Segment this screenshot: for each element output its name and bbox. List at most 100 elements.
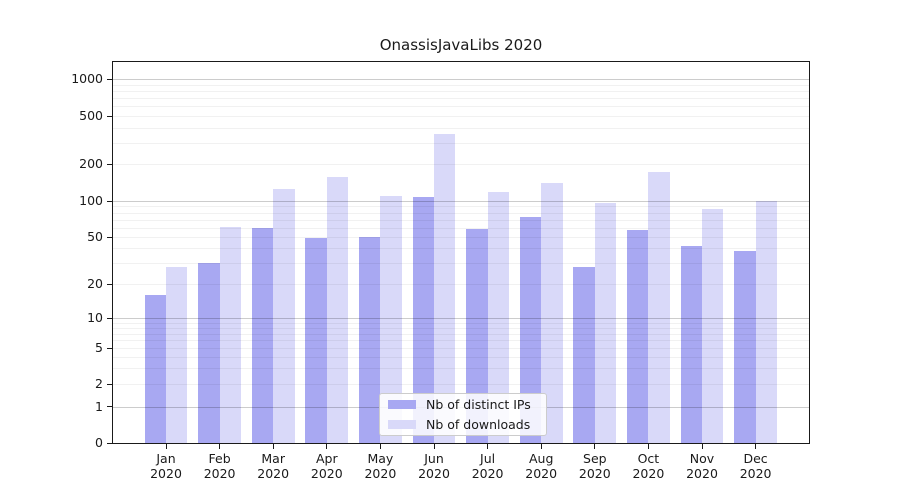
chart-title: OnassisJavaLibs 2020	[379, 36, 543, 54]
x-tick-month: Mar	[261, 451, 285, 466]
x-tick-month: Feb	[208, 451, 231, 466]
bar-nov-distinct-ips	[680, 245, 702, 443]
gridline-minor-80	[113, 212, 809, 214]
x-tick-jan	[165, 444, 167, 449]
x-tick-year: 2020	[150, 466, 182, 481]
gridline-minor-3	[113, 368, 809, 370]
y-tick-label-50: 50	[87, 229, 103, 244]
y-tick-50	[107, 236, 112, 238]
bar-jun-downloads	[434, 133, 456, 443]
gridline-minor-2	[113, 384, 809, 386]
x-tick-month: May	[367, 451, 394, 466]
x-tick-jul	[487, 444, 489, 449]
bar-aug-downloads	[541, 183, 563, 443]
gridline-major-100	[113, 201, 809, 202]
gridline-minor-300	[113, 142, 809, 144]
gridline-minor-60	[113, 227, 809, 229]
x-tick-sep	[594, 444, 596, 449]
gridline-minor-9	[113, 322, 809, 324]
y-tick-label-2: 2	[95, 376, 103, 392]
bar-mar-downloads	[273, 189, 295, 443]
y-tick-label-0: 0	[95, 435, 103, 451]
y-tick-1000	[107, 78, 112, 80]
x-tick-year: 2020	[525, 466, 558, 481]
gridline-minor-90	[113, 206, 809, 208]
bar-oct-distinct-ips	[627, 230, 649, 443]
x-tick-mar	[272, 444, 274, 449]
x-tick-dec	[755, 444, 757, 449]
x-tick-year: 2020	[578, 466, 611, 481]
x-tick-jun	[433, 444, 435, 449]
bar-apr-downloads	[326, 176, 349, 443]
bar-jun-distinct-ips	[412, 196, 434, 443]
y-tick-label-5: 5	[95, 340, 103, 356]
gridline-major-1000	[113, 79, 809, 80]
x-tick-month: Sep	[583, 451, 607, 466]
x-tick-label-sep: Sep 2020	[563, 451, 627, 481]
gridline-minor-20	[113, 284, 809, 285]
gridline-minor-200	[113, 164, 809, 165]
x-tick-may	[379, 444, 381, 449]
gridline-minor-8	[113, 327, 809, 329]
x-tick-nov	[701, 444, 703, 449]
bar-may-downloads	[380, 195, 402, 443]
x-tick-month: Jun	[424, 451, 444, 466]
gridline-minor-600	[113, 106, 809, 108]
bar-feb-downloads	[219, 226, 241, 443]
x-tick-label-nov: Nov 2020	[670, 451, 734, 481]
x-tick-label-dec: Dec 2020	[724, 451, 788, 481]
y-tick-label-1: 1	[95, 398, 103, 414]
bar-apr-distinct-ips	[305, 238, 327, 443]
y-tick-label-200: 200	[79, 156, 103, 171]
y-tick-100	[107, 200, 112, 202]
x-tick-label-mar: Mar 2020	[241, 451, 305, 481]
y-tick-20	[107, 283, 112, 285]
x-tick-year: 2020	[418, 466, 450, 481]
bar-dec-distinct-ips	[734, 251, 756, 443]
y-tick-500	[107, 115, 112, 117]
bar-feb-distinct-ips	[198, 263, 220, 443]
gridline-minor-900	[113, 84, 809, 86]
bar-jan-distinct-ips	[144, 295, 166, 443]
bar-sep-distinct-ips	[573, 266, 595, 443]
x-tick-year: 2020	[739, 466, 772, 481]
bar-jan-downloads	[166, 266, 188, 443]
x-tick-month: Jul	[480, 451, 496, 466]
y-tick-10	[107, 317, 112, 319]
y-tick-label-100: 100	[79, 193, 103, 208]
y-tick-2	[107, 383, 112, 385]
bar-jul-downloads	[487, 192, 509, 443]
y-tick-200	[107, 163, 112, 165]
legend-row-distinct-ips: Nb of distinct IPs	[380, 395, 546, 415]
x-tick-apr	[326, 444, 328, 449]
x-tick-year: 2020	[310, 466, 343, 481]
bar-may-distinct-ips	[359, 237, 381, 443]
bar-dec-downloads	[755, 201, 777, 443]
x-tick-year: 2020	[632, 466, 665, 481]
x-tick-feb	[219, 444, 221, 449]
x-tick-year: 2020	[257, 466, 290, 481]
gridline-minor-500	[113, 116, 809, 117]
gridline-minor-5	[113, 348, 809, 350]
y-tick-0	[107, 442, 112, 444]
y-tick-label-20: 20	[87, 276, 103, 291]
bar-nov-downloads	[702, 208, 724, 443]
bar-jul-distinct-ips	[466, 229, 488, 443]
x-tick-month: Nov	[689, 451, 715, 466]
x-tick-label-apr: Apr 2020	[295, 451, 359, 481]
gridline-minor-30	[113, 263, 809, 265]
legend-label: Nb of distinct IPs	[426, 397, 531, 412]
gridline-minor-70	[113, 219, 809, 221]
x-tick-year: 2020	[686, 466, 718, 481]
x-tick-aug	[540, 444, 542, 449]
x-tick-year: 2020	[203, 466, 236, 481]
gridline-minor-40	[113, 248, 809, 250]
legend-swatch-icon	[388, 400, 416, 409]
y-tick-label-500: 500	[79, 108, 103, 123]
x-tick-month: Aug	[528, 451, 554, 466]
x-tick-label-oct: Oct 2020	[616, 451, 680, 481]
gridline-minor-400	[113, 127, 809, 129]
x-tick-label-jun: Jun 2020	[402, 451, 466, 481]
gridline-minor-700	[113, 98, 809, 100]
